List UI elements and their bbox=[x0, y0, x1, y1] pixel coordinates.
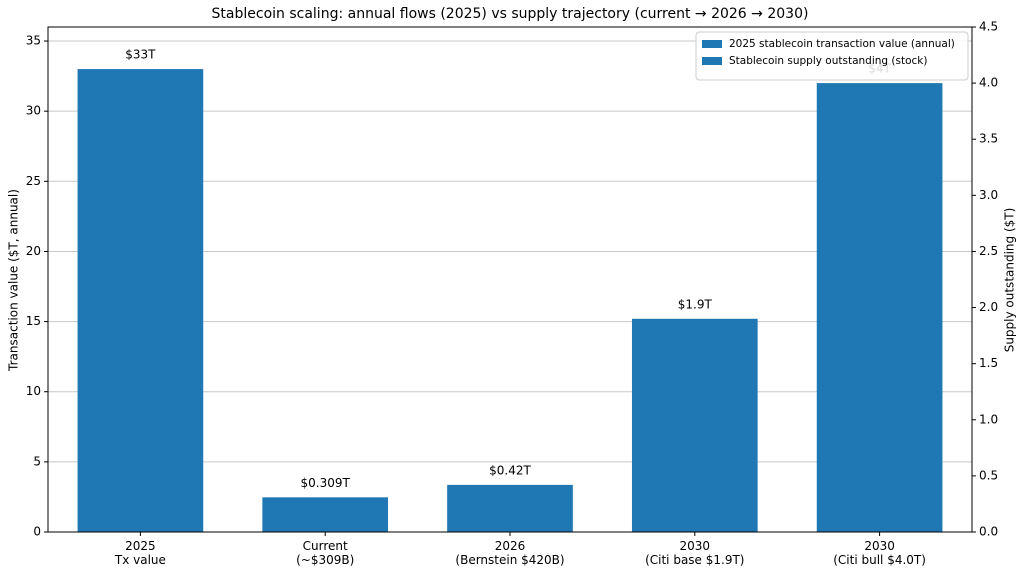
value-label: $0.42T bbox=[489, 463, 531, 477]
bar bbox=[447, 484, 573, 532]
y2-tick-label: 1.5 bbox=[979, 356, 998, 370]
value-label: $33T bbox=[125, 48, 156, 62]
y-tick-label: 20 bbox=[26, 244, 41, 258]
value-label: $1.9T bbox=[678, 297, 713, 311]
legend-swatch bbox=[702, 40, 722, 48]
x-tick-label: Current (~$309B) bbox=[296, 539, 355, 567]
y-tick-label: 15 bbox=[26, 314, 41, 328]
x-tick-label: 2025 Tx value bbox=[114, 539, 166, 567]
y-tick-label: 30 bbox=[26, 104, 41, 118]
legend-box bbox=[695, 31, 969, 81]
value-label: $0.309T bbox=[301, 476, 351, 490]
y2-tick-label: 0.5 bbox=[979, 468, 998, 482]
y2-tick-label: 1.0 bbox=[979, 412, 998, 426]
x-tick-label: 2030 (Citi base $1.9T) bbox=[645, 539, 745, 567]
y2-tick-label: 4.0 bbox=[979, 76, 998, 90]
y-tick-label: 10 bbox=[26, 384, 41, 398]
y2-tick-label: 4.5 bbox=[979, 20, 998, 34]
y2-tick-label: 0.0 bbox=[979, 525, 998, 539]
y-tick-label: 0 bbox=[33, 525, 41, 539]
y-axis-label: Transaction value ($T, annual) bbox=[7, 189, 21, 372]
plot-frame bbox=[47, 26, 973, 533]
y2-tick-label: 2.5 bbox=[979, 244, 998, 258]
x-tick-label: 2026 (Bernstein $420B) bbox=[455, 539, 565, 567]
y2-tick-label: 2.0 bbox=[979, 300, 998, 314]
y2-axis-label: Supply outstanding ($T) bbox=[1003, 208, 1017, 353]
bar bbox=[77, 69, 204, 532]
legend-swatch bbox=[702, 57, 722, 65]
chart-title: Stablecoin scaling: annual flows (2025) … bbox=[212, 6, 809, 22]
legend-label: 2025 stablecoin transaction value (annua… bbox=[729, 38, 955, 50]
bar bbox=[816, 83, 943, 532]
bar bbox=[631, 318, 758, 532]
legend-label: Stablecoin supply outstanding (stock) bbox=[729, 55, 927, 67]
x-tick-label: 2030 (Citi bull $4.0T) bbox=[833, 539, 926, 567]
y2-tick-label: 3.0 bbox=[979, 188, 998, 202]
y-tick-label: 5 bbox=[33, 454, 41, 468]
bar bbox=[262, 497, 389, 532]
y-tick-label: 25 bbox=[26, 174, 41, 188]
y-tick-label: 35 bbox=[26, 34, 41, 48]
y2-tick-label: 3.5 bbox=[979, 132, 998, 146]
